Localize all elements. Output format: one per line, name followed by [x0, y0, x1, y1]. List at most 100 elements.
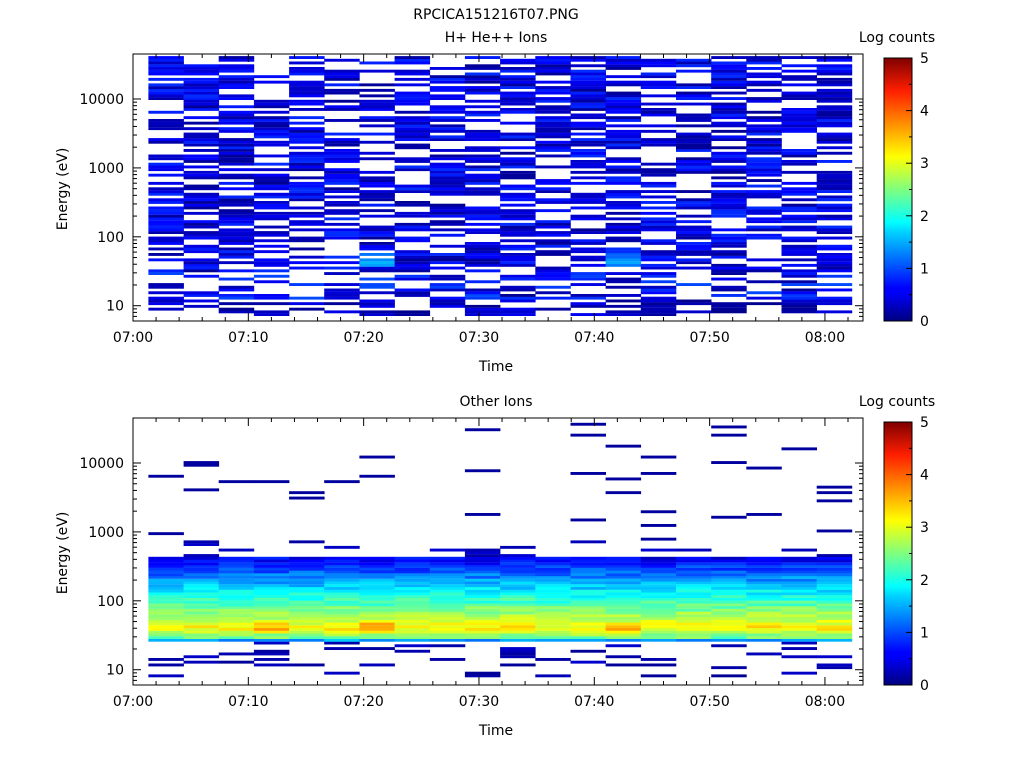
heatmap-cell	[324, 570, 360, 574]
heatmap-cell	[605, 565, 642, 568]
heatmap-cell	[640, 124, 677, 128]
heatmap-cell	[605, 56, 642, 59]
heatmap-cell	[253, 638, 290, 642]
heatmap-cell	[148, 595, 184, 598]
heatmap-cell	[429, 619, 466, 623]
heatmap-cell	[640, 72, 677, 76]
heatmap-cell	[605, 168, 642, 172]
heatmap-cell	[218, 636, 255, 639]
heatmap-cell	[605, 556, 642, 560]
heatmap-cell	[324, 149, 360, 152]
heatmap-cell	[605, 477, 642, 481]
heatmap-cell	[570, 597, 606, 601]
heatmap-cell	[605, 170, 642, 174]
heatmap-cell	[359, 617, 395, 620]
heatmap-cell	[676, 636, 712, 639]
heatmap-cell	[289, 575, 325, 579]
heatmap-cell	[500, 77, 536, 81]
heatmap-cell	[148, 231, 184, 234]
heatmap-cell	[183, 622, 220, 626]
heatmap-cell	[394, 255, 431, 259]
heatmap-cell	[816, 611, 853, 615]
heatmap-cell	[289, 595, 325, 598]
heatmap-cell	[253, 80, 290, 84]
heatmap-cell	[605, 261, 642, 265]
heatmap-cell	[183, 554, 220, 557]
heatmap-cell	[500, 187, 536, 191]
heatmap-cell	[464, 110, 501, 114]
heatmap-cell	[324, 565, 360, 568]
heatmap-cell	[394, 143, 431, 147]
heatmap-cell	[816, 255, 853, 259]
y-tick-label: 10	[106, 299, 124, 315]
heatmap-cell	[746, 614, 782, 618]
heatmap-cell	[324, 75, 360, 79]
heatmap-cell	[570, 94, 606, 98]
heatmap-cell	[394, 83, 431, 87]
heatmap-cell	[781, 575, 817, 579]
heatmap-cell	[183, 143, 220, 147]
heatmap-cell	[781, 567, 817, 571]
heatmap-cell	[148, 162, 184, 166]
heatmap-cell	[640, 239, 677, 243]
heatmap-cell	[570, 540, 606, 544]
heatmap-cell	[218, 255, 255, 259]
heatmap-cell	[253, 233, 290, 237]
heatmap-cell	[218, 97, 255, 100]
colorbar-tick-label: 3	[920, 156, 929, 172]
heatmap-cell	[394, 132, 431, 136]
heatmap-cell	[253, 559, 290, 563]
heatmap-cell	[500, 110, 536, 114]
heatmap-cell	[711, 129, 747, 133]
heatmap-cell	[148, 154, 184, 158]
heatmap-cell	[324, 217, 360, 221]
x-tick-label: 07:40	[574, 694, 614, 710]
heatmap-cell	[640, 565, 677, 568]
heatmap-cell	[289, 562, 325, 566]
heatmap-cell	[253, 581, 290, 585]
heatmap-cell	[429, 124, 466, 128]
heatmap-cell	[605, 567, 642, 571]
heatmap-cell	[218, 129, 255, 133]
heatmap-cell	[148, 140, 184, 144]
heatmap-cell	[394, 277, 431, 281]
heatmap-cell	[535, 154, 571, 158]
heatmap-cell	[218, 160, 255, 163]
x-tick-label: 08:00	[805, 694, 845, 710]
heatmap-cell	[570, 143, 606, 147]
heatmap-cell	[676, 253, 712, 256]
heatmap-cell	[781, 160, 817, 163]
heatmap-cell	[781, 124, 817, 128]
heatmap-cell	[429, 573, 466, 577]
heatmap-cell	[218, 64, 255, 68]
heatmap-cell	[676, 600, 712, 604]
heatmap-cell	[500, 184, 536, 188]
heatmap-cell	[711, 600, 747, 604]
heatmap-cell	[500, 86, 536, 89]
heatmap-cell	[640, 140, 677, 144]
heatmap-cell	[816, 288, 853, 292]
heatmap-cell	[148, 592, 184, 596]
heatmap-cell	[781, 258, 817, 262]
heatmap-cell	[676, 94, 712, 98]
heatmap-cell	[359, 291, 395, 295]
heatmap-cell	[640, 181, 677, 185]
heatmap-cell	[253, 658, 290, 661]
heatmap-cell	[605, 611, 642, 615]
heatmap-cell	[781, 606, 817, 609]
heatmap-cell	[676, 138, 712, 141]
heatmap-cell	[605, 203, 642, 207]
heatmap-cell	[605, 83, 642, 87]
heatmap-cell	[359, 299, 395, 303]
heatmap-cell	[781, 162, 817, 166]
heatmap-cell	[148, 581, 184, 585]
heatmap-cell	[711, 105, 747, 109]
x-tick-label: 07:40	[574, 330, 614, 346]
heatmap-cell	[781, 562, 817, 566]
heatmap-cell	[781, 589, 817, 593]
heatmap-cell	[218, 578, 255, 582]
heatmap-cell	[394, 573, 431, 577]
heatmap-cell	[464, 584, 501, 588]
heatmap-cell	[359, 573, 395, 577]
heatmap-cell	[640, 611, 677, 615]
